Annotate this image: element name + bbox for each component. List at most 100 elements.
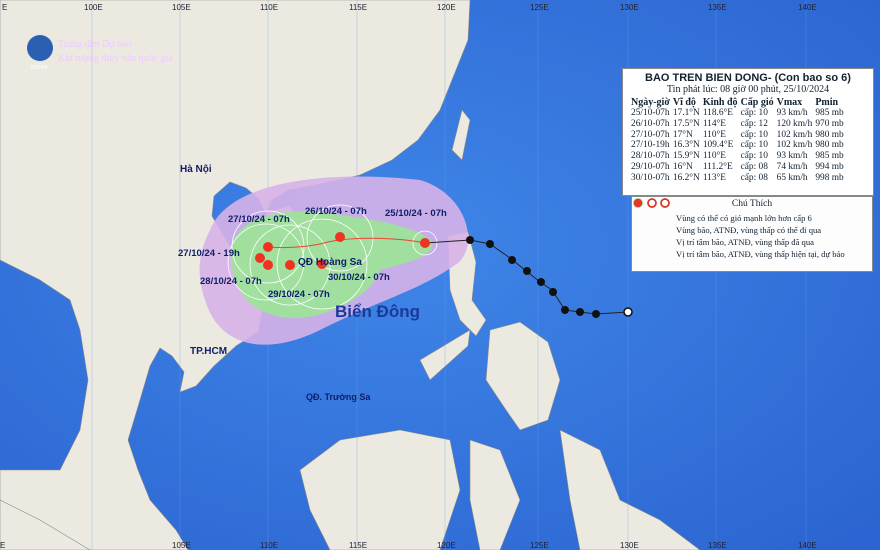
place-label: QĐ. Trường Sa	[306, 392, 371, 402]
legend-text: Vị trí tâm bão, ATNĐ, vùng thấp đã qua	[676, 237, 814, 247]
past-positions	[466, 236, 600, 318]
lon-label-bottom: 125E	[530, 541, 549, 550]
lon-label-bottom: 120E	[437, 541, 456, 550]
table-cell: 111.2°E	[702, 161, 733, 172]
table-cell: 28/10-07h	[631, 151, 670, 162]
table-cell: 985 mb	[815, 108, 844, 118]
table-cell: 16°N	[672, 161, 693, 172]
table-cell: 102 km/h	[776, 140, 813, 151]
table-cell: cấp: 10	[740, 140, 768, 151]
forecast-label: 26/10/24 - 07h	[305, 206, 367, 217]
table-cell: 120 km/h	[776, 118, 813, 129]
lon-label-bottom: 110E	[260, 541, 278, 550]
table-cell: cấp: 10	[740, 151, 768, 162]
table-cell: 118.6°E	[702, 108, 734, 118]
table-cell: 17.1°N	[672, 108, 700, 118]
table-cell: 65 km/h	[776, 172, 808, 183]
legend-title: Chú Thích	[731, 199, 773, 209]
table-cell: 109.4°E	[702, 140, 734, 151]
lon-label-top: 135E	[708, 3, 727, 12]
legend-item: Vị trí tâm bão, ATNĐ, vùng thấp đã qua	[632, 198, 872, 248]
legend-text: Vị trí tâm bão, ATNĐ, vùng thấp hiện tại…	[676, 249, 845, 259]
forecast-track	[267, 237, 426, 249]
table-cell: cấp: 10	[740, 108, 768, 118]
table-row: 28/10-07h 15.9°N 110°E cấp: 10 93 km/h 985 mb	[631, 151, 847, 162]
table-row: 25/10-07h 17.1°N 118.6°E cấp: 10 93 km/h 985 …	[631, 108, 847, 119]
table-cell: 30/10-07h	[631, 172, 670, 183]
legend-item: Vị trí tâm bão, ATNĐ, vùng thấp hiện tại…	[632, 198, 872, 260]
table-header: Cấp gió	[740, 97, 774, 108]
table-cell: cấp: 12	[740, 118, 768, 129]
table-header: Vmax	[776, 97, 803, 108]
lon-label-bottom: E	[0, 541, 5, 550]
forecast-label: 29/10/24 - 07h	[268, 289, 330, 300]
table-cell: 27/10-19h	[631, 140, 670, 151]
labels: E 100E 105E 110E 115E 120E 125E 130E 135E 140E E 10…	[0, 3, 817, 550]
place-label: QĐ Hoàng Sa	[298, 257, 362, 268]
legend-text: Vùng bão, ATNĐ, vùng thấp có thể đi qua	[676, 225, 822, 235]
forecast-label: 27/10/24 - 19h	[178, 248, 240, 259]
origin-position	[623, 307, 633, 317]
lon-label-top: 105E	[172, 3, 191, 12]
lon-label-bottom: 115E	[349, 541, 367, 550]
table-header: Pmin	[815, 97, 839, 108]
logo	[27, 35, 53, 61]
table-cell: 114°E	[702, 118, 727, 129]
lon-label-bottom: 105E	[172, 541, 191, 550]
table-cell: 93 km/h	[776, 108, 808, 118]
forecast-table: Ngày-giờ Vĩ độ Kinh độ Cấp gió Vmax Pmin 25/10…	[631, 97, 847, 184]
logo-text: NCHMF	[31, 65, 49, 71]
lon-label-bottom: 130E	[620, 541, 639, 550]
lon-label-top: 140E	[798, 3, 817, 12]
table-cell: 994 mb	[815, 161, 844, 172]
table-row: 29/10-07h 16°N 111.2°E cấp: 08 74 km/h 994 mb	[631, 162, 847, 173]
table-cell: 980 mb	[815, 140, 844, 151]
table-cell: cấp: 08	[740, 172, 768, 183]
table-cell: 17°N	[672, 129, 693, 140]
place-label: Hà Nội	[180, 164, 212, 175]
info-title: BAO TREN BIEN DONG- (Con bao so 6)	[645, 72, 851, 84]
lon-label-bottom: 135E	[708, 541, 727, 550]
table-cell: 998 mb	[815, 172, 844, 183]
table-row: 27/10-07h 17°N 110°E cấp: 10 102 km/h 980 mb	[631, 130, 847, 141]
legend-item: Vùng có thể có gió mạnh lớn hơn cấp 6	[632, 198, 872, 224]
table-row: 26/10-07h 17.5°N 114°E cấp: 12 120 km/h 970 m…	[631, 119, 847, 130]
table-cell: 93 km/h	[776, 151, 808, 162]
org-line1: Trung tâm Dự báo	[58, 39, 132, 50]
table-cell: 113°E	[702, 172, 727, 183]
table-cell: 110°E	[702, 129, 727, 140]
table-cell: 970 mb	[815, 118, 844, 129]
lon-label-top: 130E	[620, 3, 639, 12]
forecast-label: 30/10/24 - 07h	[328, 272, 390, 283]
table-cell: 15.9°N	[672, 151, 700, 162]
table-cell: 26/10-07h	[631, 118, 670, 129]
lon-label-top: 120E	[437, 3, 456, 12]
lon-label-top: 115E	[349, 3, 367, 12]
place-label: Biển Đông	[335, 302, 420, 321]
legend-item: Vùng bão, ATNĐ, vùng thấp có thể đi qua	[632, 198, 872, 236]
table-cell: 980 mb	[815, 129, 844, 140]
lon-label-top: 125E	[530, 3, 549, 12]
table-cell: cấp: 10	[740, 129, 768, 140]
org-line2: Khí tượng thủy văn quốc gia	[58, 53, 173, 64]
info-subtitle: Tin phát lúc: 08 giờ 00 phút, 25/10/2024	[666, 84, 830, 95]
legend: Chú Thích Vùng có thể có gió mạnh lớn hơ…	[631, 196, 873, 272]
table-header: Vĩ độ	[672, 97, 696, 108]
table-cell: cấp: 08	[740, 161, 768, 172]
forecast-positions	[255, 232, 430, 270]
table-cell: 985 mb	[815, 151, 844, 162]
lon-label-top: 110E	[260, 3, 278, 12]
table-header: Ngày-giờ	[631, 97, 670, 108]
table-cell: 29/10-07h	[631, 161, 670, 172]
table-cell: 17.5°N	[672, 118, 700, 129]
place-label: TP.HCM	[190, 346, 227, 357]
lon-label-top: E	[2, 3, 7, 12]
lon-label-top: 100E	[84, 3, 103, 12]
table-cell: 16.2°N	[672, 172, 700, 183]
forecast-label: 25/10/24 - 07h	[385, 208, 447, 219]
table-cell: 102 km/h	[776, 129, 813, 140]
table-cell: 25/10-07h	[631, 108, 670, 118]
uncertainty-circles	[227, 204, 438, 310]
table-row: 30/10-07h 16.2°N 113°E cấp: 08 65 km/h 998 mb	[631, 173, 847, 184]
